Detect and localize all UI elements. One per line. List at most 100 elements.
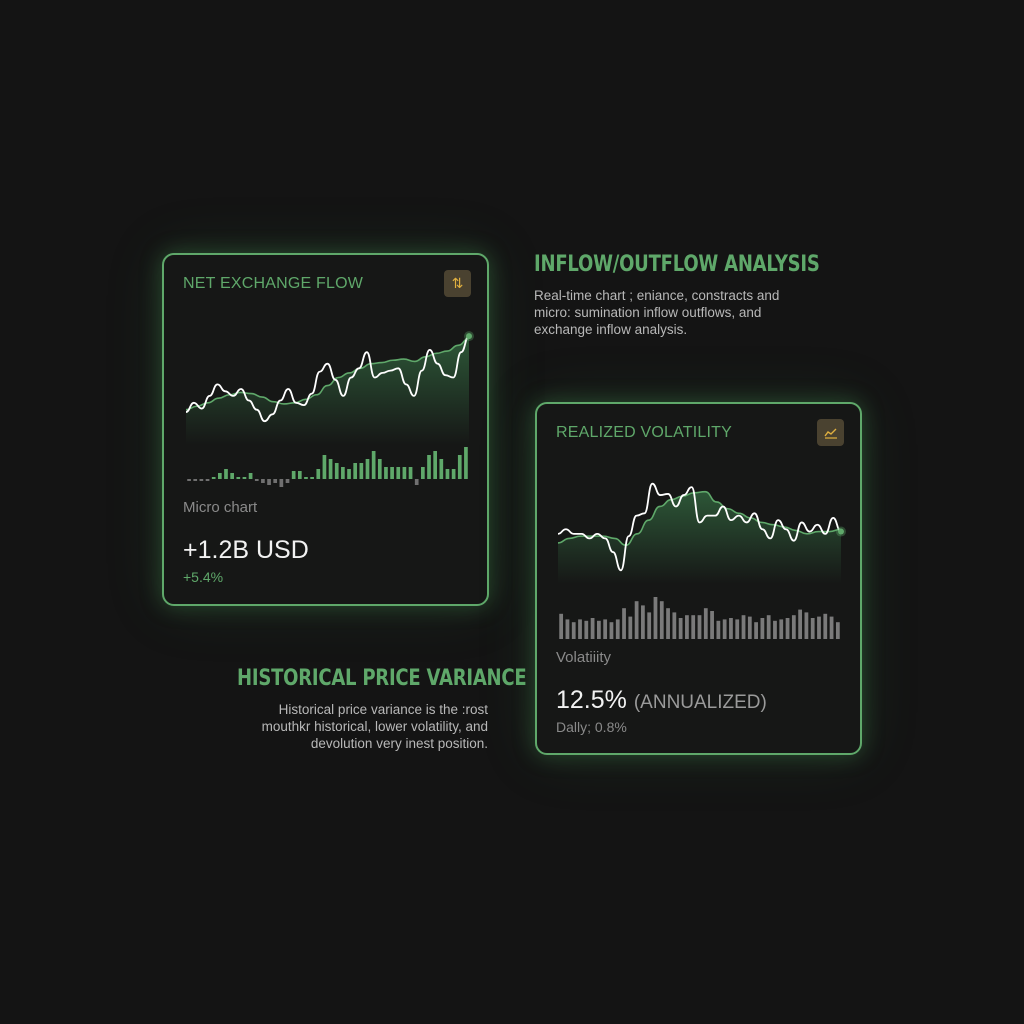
card-title: REALIZED VOLATILITY [556,424,732,441]
bar [716,620,721,639]
bar [273,479,278,483]
bar [628,616,633,639]
bar [414,479,419,485]
bar [279,479,284,487]
bar [559,613,564,639]
bar [285,479,290,483]
bar [722,619,727,639]
bar [804,612,809,639]
bar [464,447,468,479]
area-fill [558,491,841,584]
bar [741,615,746,639]
bar [193,479,198,481]
bar [248,473,253,479]
bar [823,613,828,639]
description-line: Real-time chart ; eniance, constracts an… [534,288,780,303]
average-line [185,337,470,411]
bar [609,622,614,639]
net-flow-change: +5.4% [183,569,224,585]
bar [641,605,645,639]
bar [421,467,425,479]
bar [187,479,191,481]
bar [773,620,777,639]
net-flow-chart [185,331,474,487]
bar [779,619,784,639]
card-title: NET EXCHANGE FLOW [183,275,364,292]
chart-caption: Volatiiity [556,649,612,666]
bar [310,477,314,479]
arrows-up-down-icon[interactable]: ⇅ [444,270,471,297]
bar [390,467,394,479]
inflow-outflow-heading: INFLOW/OUTFLOW ANALYSIS [534,252,820,277]
bar [451,469,456,479]
bar [224,469,228,479]
volatility-chart [557,482,846,639]
bar [747,616,752,639]
bar [347,469,351,479]
bar [328,459,333,479]
bar [445,469,450,479]
bar [672,612,677,639]
description-line: micro: sumination inflow outflows, and [534,305,762,320]
bar [365,459,370,479]
bar [316,469,321,479]
bar [230,473,234,479]
area-fill [186,338,469,445]
bar [697,615,702,639]
bar [565,619,570,639]
bar [211,477,216,479]
bar [785,618,790,639]
bar [377,459,382,479]
chart-caption: Micro chart [183,499,258,516]
bar [622,608,626,639]
bar [199,479,204,481]
bar [571,622,576,639]
end-point [838,528,844,535]
bar [267,479,271,485]
bar [615,619,620,639]
price-line [185,335,470,423]
bar [396,467,401,479]
bar [829,616,834,639]
bar [798,609,803,639]
bar [261,479,265,483]
bar [457,455,462,479]
bar [590,618,595,639]
bar [735,619,740,639]
inflow-outflow-description: Real-time chart ; eniance, constracts an… [534,287,779,338]
bar [691,615,696,639]
description-line: mouthkr historical, lower volatility, an… [261,719,488,734]
bar [353,463,358,479]
bar [791,615,796,639]
bar [402,467,407,479]
bar [678,618,683,639]
bar [760,618,765,639]
bar [653,597,658,639]
end-point [466,333,472,340]
bar [291,471,296,479]
bar [217,473,222,479]
bar [384,467,388,479]
bar [322,455,327,479]
volatility-value: 12.5% (ANNUALIZED) [556,686,767,715]
bar [634,601,639,639]
bar [334,463,339,479]
bar [817,616,821,639]
line-chart-icon[interactable] [817,419,844,446]
bar [754,622,758,639]
bar [371,451,376,479]
bar [835,622,840,639]
realized-volatility-card: REALIZED VOLATILITY Volatiiity 12.5% (AN… [535,402,862,755]
bar [766,615,771,639]
bar [341,467,345,479]
net-exchange-flow-card: NET EXCHANGE FLOW ⇅ Micro chart +1.2B US… [162,253,489,606]
bar [205,479,210,481]
description-line: devolution very inest position. [310,736,488,751]
bar [647,612,652,639]
bar [659,601,664,639]
price-line [557,482,842,572]
bar [297,471,302,479]
average-line [557,490,842,547]
bar [242,477,247,479]
bar [236,477,241,479]
